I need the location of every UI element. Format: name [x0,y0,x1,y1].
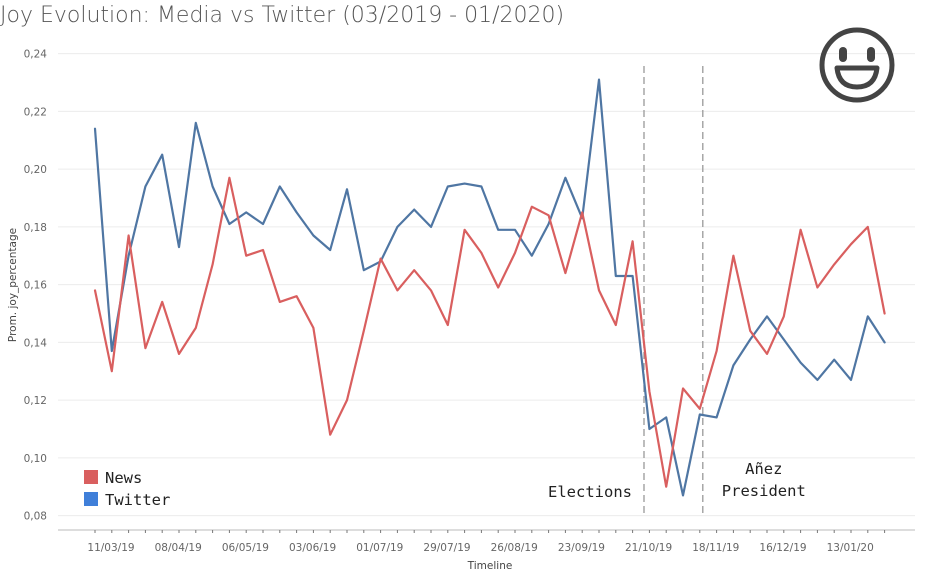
y-tick-label: 0,18 [24,222,47,234]
y-axis-title: Prom. joy_percentage [7,228,19,342]
chart-title: Joy Evolution: Media vs Twitter (03/2019… [0,3,565,28]
legend-swatch-news [84,470,98,484]
annotation-elections: Elections [548,483,632,501]
x-tick-label: 06/05/19 [222,542,269,554]
x-tick-label: 29/07/19 [423,542,470,554]
gridlines [58,53,915,517]
y-tick-label: 0,10 [24,453,47,465]
legend: News Twitter [84,469,170,509]
y-tick-label: 0,12 [24,395,47,407]
y-tick-label: 0,16 [24,280,48,292]
x-tick-label: 26/08/19 [491,542,538,554]
x-tick-label: 11/03/19 [87,542,134,554]
smiling-face-icon [819,27,895,103]
legend-swatch-twitter [84,492,98,506]
legend-label-news: News [105,469,142,487]
x-tick-label: 03/06/19 [289,542,336,554]
y-tick-label: 0,20 [24,164,47,176]
series-line-news [93,176,886,488]
x-tick-label: 18/11/19 [692,542,739,554]
x-tick-label: 01/07/19 [356,542,403,554]
annotation-anez-line2: President [722,482,806,500]
y-tick-label: 0,08 [24,511,47,523]
y-tick-label: 0,24 [24,49,48,61]
series-lines [93,78,886,497]
annotations: Elections Añez President [548,66,806,514]
legend-label-twitter: Twitter [105,491,170,509]
x-tick-label: 23/09/19 [558,542,605,554]
x-tick-label: 16/12/19 [759,542,806,554]
x-tick-label: 21/10/19 [625,542,672,554]
y-tick-label: 0,22 [24,106,47,118]
y-tick-label: 0,14 [24,337,48,349]
annotation-anez-line1: Añez [745,460,782,478]
axes: 0,08 0,10 0,12 0,14 0,16 0,18 0,20 0,22 0,24 11/0… [24,49,915,554]
x-tick-label: 13/01/20 [827,542,874,554]
series-line-twitter [93,78,886,497]
x-axis-title: Timeline [467,560,513,572]
x-tick-label: 08/04/19 [155,542,202,554]
